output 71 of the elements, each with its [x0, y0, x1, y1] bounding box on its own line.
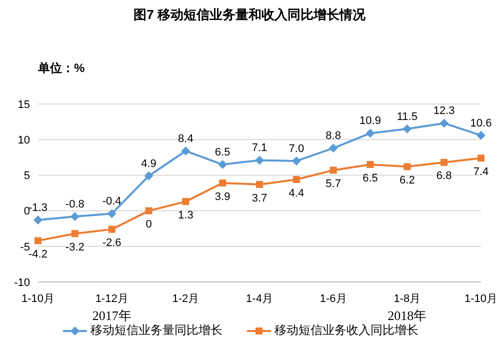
point — [328, 144, 338, 153]
data-label: 7.4 — [473, 166, 489, 178]
data-label: 6.2 — [400, 174, 415, 186]
data-label: 12.3 — [433, 105, 455, 118]
y-tick-label: -5 — [20, 241, 30, 254]
point — [182, 198, 190, 206]
data-label: 3.9 — [214, 190, 230, 203]
data-label: 4.9 — [141, 158, 156, 170]
point — [108, 226, 116, 233]
y-axis-title: 单位：% — [38, 60, 85, 77]
x-tick-label: 1-10月 — [464, 293, 498, 305]
point — [255, 156, 264, 165]
data-label: 8.8 — [326, 130, 341, 142]
x-tick-label: 1-10月 — [21, 293, 55, 305]
y-tick-label: 5 — [24, 170, 30, 182]
point — [71, 230, 78, 238]
y-tick-label: 0 — [24, 206, 30, 218]
y-tick-label: 10 — [18, 134, 30, 147]
point — [145, 207, 152, 214]
data-label: -4.2 — [28, 248, 48, 261]
data-label: 1.3 — [178, 209, 194, 222]
data-label: 7.1 — [252, 142, 268, 154]
point — [404, 163, 411, 170]
data-label: -0.8 — [65, 198, 84, 210]
data-label: 8.4 — [178, 132, 194, 145]
chart-title: 图7 移动短信业务量和收入同比增长情况 — [132, 6, 366, 24]
data-label: -0.4 — [102, 196, 122, 208]
text: 2017年 — [92, 308, 132, 323]
data-label: -2.6 — [102, 237, 122, 250]
point — [219, 180, 226, 187]
point — [256, 180, 263, 188]
data-label: 7.0 — [288, 142, 304, 155]
data-label: 11.5 — [396, 110, 418, 123]
point — [292, 176, 300, 183]
data-label: -3.2 — [65, 241, 84, 254]
x-tick-label: 1-8月 — [394, 293, 421, 305]
point — [440, 158, 448, 166]
point — [366, 161, 374, 168]
point — [144, 171, 154, 180]
point — [366, 128, 375, 138]
point — [330, 166, 337, 174]
data-label: -1.3 — [28, 202, 48, 214]
point — [34, 237, 42, 244]
point — [292, 156, 301, 166]
point — [218, 160, 228, 170]
x-tick-label: 1-2月 — [172, 293, 200, 305]
point — [478, 154, 484, 162]
x-tick-label: 1-4月 — [246, 293, 273, 305]
data-label: 0 — [146, 218, 152, 231]
point — [34, 216, 42, 225]
data-label: 6.5 — [214, 146, 230, 159]
point — [476, 130, 486, 140]
legend-label: 移动短信业务量同比增长 — [90, 322, 222, 339]
point — [402, 124, 412, 134]
data-label: 10.6 — [470, 117, 492, 130]
text: 2018年 — [388, 308, 427, 323]
point — [440, 118, 449, 128]
data-label: 10.9 — [360, 115, 381, 128]
y-tick-label: 15 — [18, 98, 30, 111]
point — [181, 146, 190, 156]
data-label: 4.4 — [288, 187, 304, 200]
y-tick-label: -10 — [14, 276, 30, 289]
data-label: 6.8 — [436, 170, 452, 182]
x-tick-label: 1-6月 — [320, 293, 347, 305]
data-label: 5.7 — [326, 178, 341, 190]
data-label: 6.5 — [362, 172, 378, 184]
point — [70, 212, 80, 221]
x-tick-label: 1-12月 — [95, 293, 128, 305]
point — [107, 209, 116, 218]
legend-label: 移动短信业务收入同比增长 — [274, 322, 418, 339]
data-label: 3.7 — [252, 192, 268, 204]
